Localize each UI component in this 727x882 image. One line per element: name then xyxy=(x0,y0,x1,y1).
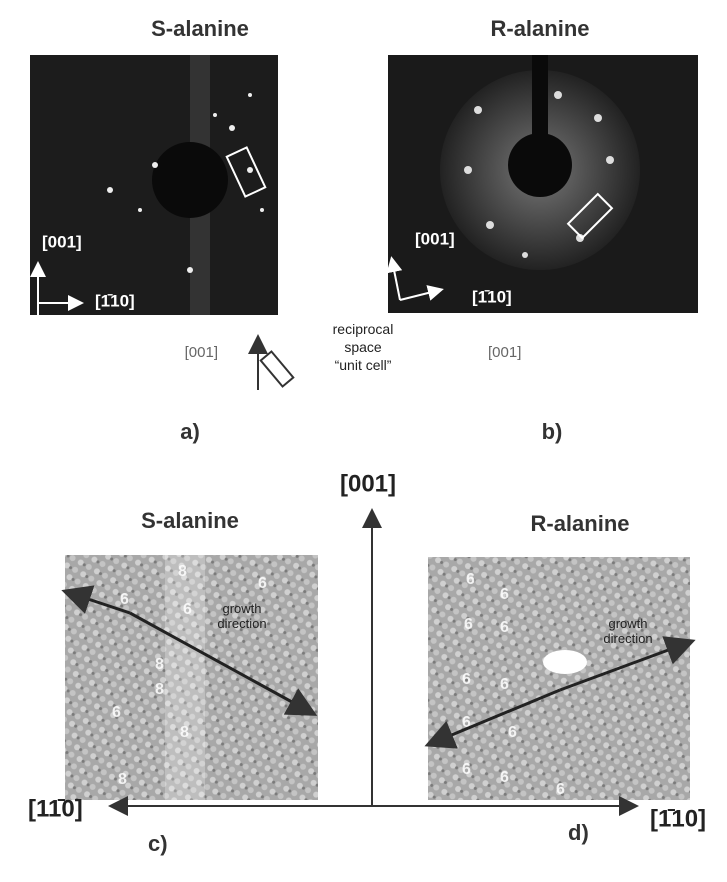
site-label: 6 xyxy=(508,724,517,741)
legend-left: [001] xyxy=(185,344,218,361)
axis-up: [001] xyxy=(340,470,396,497)
dir-001: [001] xyxy=(415,229,455,248)
site-label: 6 xyxy=(120,591,129,608)
site-label: 6 xyxy=(462,761,471,778)
figure: S-alanine R-alanine [001] [1̄10] [001] [ xyxy=(0,0,727,877)
title-s: S-alanine xyxy=(151,16,249,41)
site-label: 8 xyxy=(155,656,164,673)
axis-left: [11̄0] xyxy=(28,795,83,822)
site-label: 6 xyxy=(464,616,473,633)
site-label: 6 xyxy=(258,575,267,592)
site-label: 6 xyxy=(462,671,471,688)
site-label: 6 xyxy=(500,769,509,786)
caption: b) xyxy=(542,419,563,444)
site-label: 6 xyxy=(112,704,121,721)
panel-b: [001] [1̄10] xyxy=(388,55,698,313)
dir-110: [1̄10] xyxy=(472,287,512,306)
site-label: 6 xyxy=(500,676,509,693)
site-label: 6 xyxy=(556,781,565,798)
site-label: 8 xyxy=(180,724,189,741)
title-r: R-alanine xyxy=(530,511,629,536)
title-s: S-alanine xyxy=(141,508,239,533)
panel-a: [001] [1̄10] xyxy=(30,55,278,315)
site-label: 6 xyxy=(466,571,475,588)
site-label: 8 xyxy=(118,771,127,788)
caption: d) xyxy=(568,820,589,845)
caption: c) xyxy=(148,831,168,856)
title-r: R-alanine xyxy=(490,16,589,41)
legend-right: [001] xyxy=(488,344,521,361)
dir-001: [001] xyxy=(42,232,82,251)
site-label: 6 xyxy=(183,601,192,618)
dir-110: [1̄10] xyxy=(95,291,135,310)
site-label: 8 xyxy=(155,681,164,698)
axis-right: [1̄10] xyxy=(650,805,706,832)
site-label: 6 xyxy=(500,586,509,603)
caption: a) xyxy=(180,419,200,444)
site-label: 6 xyxy=(500,619,509,636)
site-label: 8 xyxy=(178,563,187,580)
